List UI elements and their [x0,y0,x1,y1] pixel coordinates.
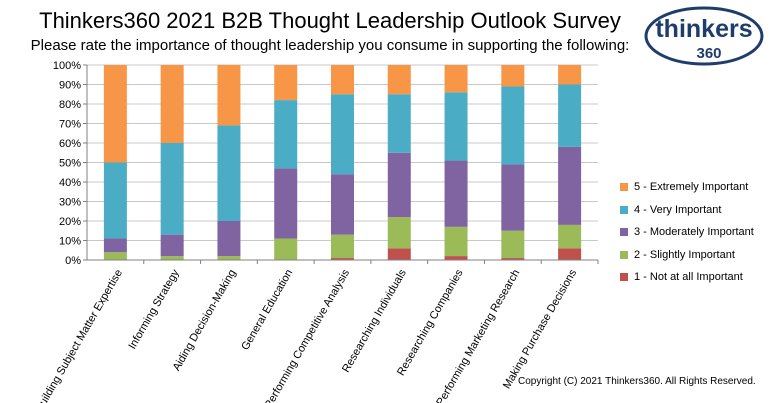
bar-segment [103,252,127,260]
bar-segment [331,258,354,260]
bar-segment [558,65,582,85]
legend-label: 1 - Not at all Important [634,271,743,284]
bar-segment [444,226,468,257]
legend-swatch [620,228,628,237]
y-axis: 0% 10% 20% 30% 40% 50% 60% 70% 80% 90% 100% [53,60,88,267]
chart-title: Thinkers360 2021 B2B Thought Leadership … [39,8,621,33]
bar-segment [274,168,298,239]
bars [103,65,582,260]
x-tick-label: Researching Individuals [340,267,409,375]
bar-segment [217,221,241,257]
bar-segment [444,92,468,161]
bar-segment [501,86,525,165]
legend-label: 2 - Slightly Important [634,248,735,261]
bar-segment [331,94,354,175]
copyright-notice: Copyright (C) 2021 Thinkers360. All Righ… [518,376,756,387]
y-tick-label: 90% [59,80,81,92]
bar-segment [274,100,298,169]
logo-text-thinkers: thinkers [655,15,752,43]
legend-item: 1 - Not at all Important [620,266,754,289]
bar-segment [274,65,298,101]
bar-segment [103,238,127,253]
bar-segment [274,238,298,260]
y-tick-label: 50% [59,158,81,170]
y-tick-label: 0% [65,255,81,267]
bar-segment [444,160,468,227]
bar-segment [160,234,184,257]
x-tick-label: Researching Companies [395,267,466,378]
y-tick-label: 100% [53,60,81,72]
bar-segment [387,248,411,260]
bar-segment [558,146,582,225]
bar-segment [444,256,468,260]
y-tick-label: 70% [59,119,81,131]
bar-segment [387,217,411,249]
legend-swatch [620,183,628,192]
bar-segment [558,224,582,249]
x-axis: Building Subject Matter Expertise Informi… [34,259,599,403]
legend-swatch [620,250,628,259]
bar-segment [217,125,241,221]
bar-segment [331,234,354,259]
thinkers360-logo: thinkers 360 [644,6,764,66]
bar-segment [501,65,525,87]
bar-segment [217,65,241,126]
bar-segment [331,174,354,235]
x-tick-label: Informing Strategy [126,267,182,351]
bar-segment [331,65,354,95]
x-tick-label: Building Subject Matter Expertise [34,268,125,403]
bar-segment [444,65,468,93]
legend: 5 - Extremely Important 4 - Very Importan… [620,176,754,289]
legend-label: 3 - Moderately Important [634,226,754,239]
y-tick-label: 40% [59,177,81,189]
bar-segment [558,84,582,147]
logo-text-360: 360 [696,45,721,62]
logo-ring [644,6,764,66]
y-tick-label: 20% [59,216,81,228]
bar-segment [387,65,411,95]
legend-item: 3 - Moderately Important [620,221,754,244]
bar-segment [558,248,582,260]
bar-segment [160,65,184,143]
bar-segment [501,230,525,259]
x-tick-label: General Education [239,268,295,353]
bar-segment [103,65,127,163]
legend-swatch [620,273,628,282]
bar-segment [160,143,184,235]
legend-label: 4 - Very Important [634,203,722,216]
bar-segment [387,152,411,218]
bar-segment [103,162,127,239]
bar-segment [387,94,411,153]
bar-segment [160,256,184,260]
legend-item: 5 - Extremely Important [620,176,754,199]
y-tick-label: 80% [59,99,81,111]
legend-item: 4 - Very Important [620,199,754,222]
y-tick-label: 10% [59,236,81,248]
y-tick-label: 60% [59,138,81,150]
legend-label: 5 - Extremely Important [634,181,749,194]
bar-segment [501,258,525,260]
chart-subtitle: Please rate the importance of thought le… [30,37,630,54]
bar-segment [217,256,241,260]
y-tick-label: 30% [59,197,81,209]
x-tick-label: Aiding Decision-Making [171,268,239,374]
legend-item: 2 - Slightly Important [620,244,754,267]
legend-swatch [620,205,628,214]
bar-segment [501,164,525,231]
